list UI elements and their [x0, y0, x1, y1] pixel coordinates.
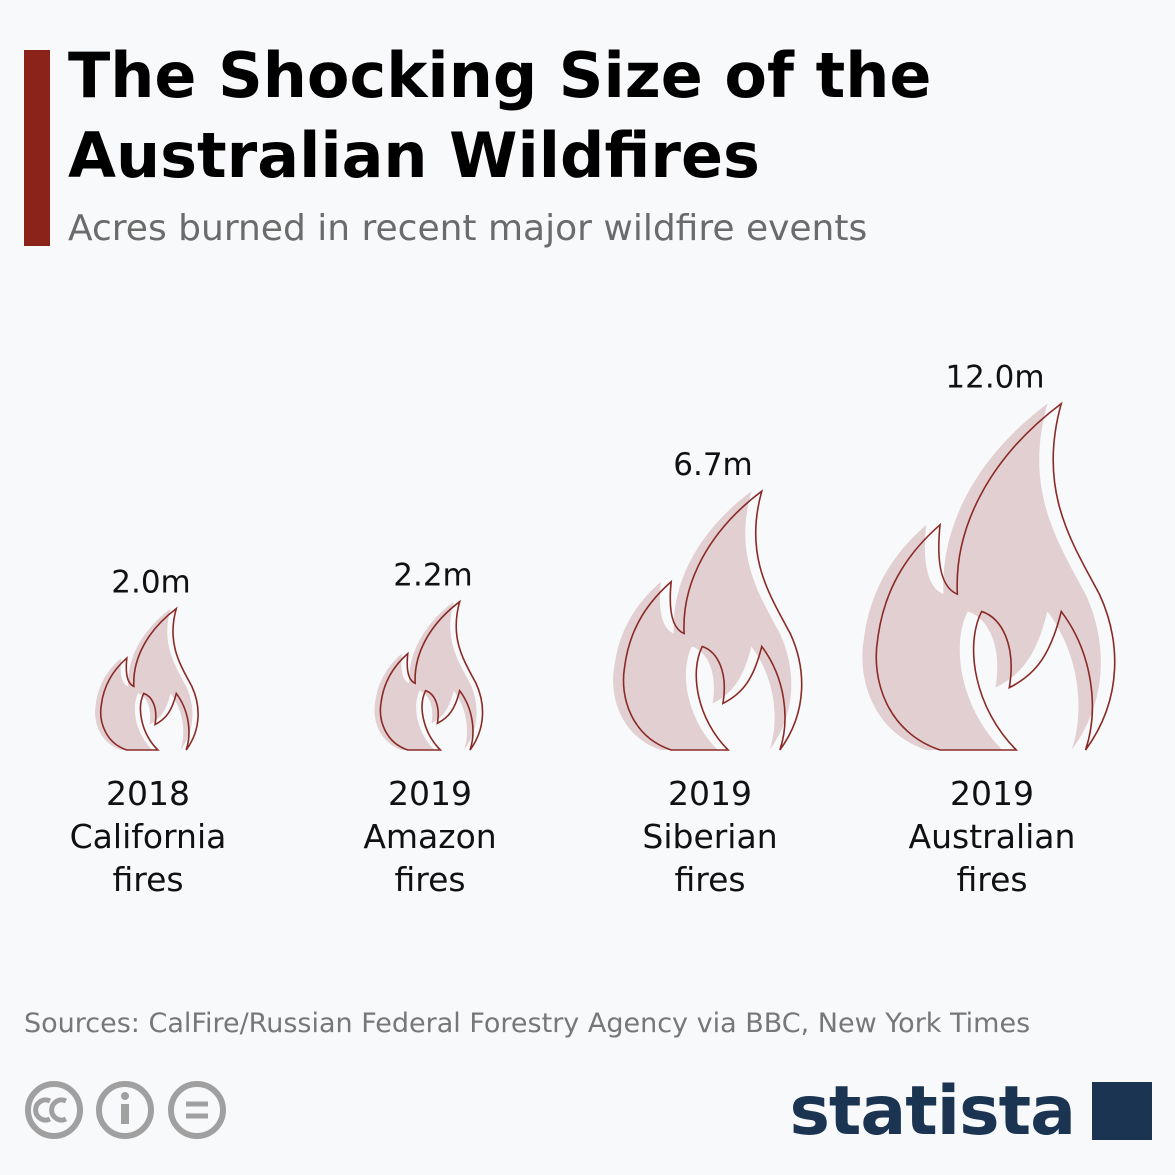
flame-outline [99, 606, 199, 751]
flame [862, 401, 1116, 751]
flame [374, 599, 484, 751]
category-label: 2019 Australian fires [908, 774, 1076, 899]
brand-icon [1092, 1082, 1152, 1140]
flame-shadow [374, 601, 477, 750]
chart-subtitle: Acres burned in recent major wildfire ev… [68, 208, 868, 249]
flame-shadow [862, 403, 1101, 750]
brand-logo: statista [789, 1072, 1076, 1151]
accent-bar [24, 50, 50, 246]
category-label: 2019 Amazon fires [363, 774, 497, 899]
flame-shadow [613, 491, 792, 750]
value-label: 6.7m [673, 447, 753, 483]
flame-outline [622, 489, 803, 751]
flame [95, 606, 199, 751]
source-note: Sources: CalFire/Russian Federal Forestr… [24, 1008, 1031, 1039]
value-label: 2.0m [111, 565, 191, 601]
license-icons [25, 1081, 226, 1139]
flame-outline [379, 599, 484, 751]
flame-shadow [95, 608, 193, 750]
chart-title: The Shocking Size of the Australian Wild… [68, 39, 932, 192]
flame-outline [875, 401, 1116, 751]
category-label: 2018 California fires [69, 774, 227, 899]
flame [613, 489, 803, 751]
value-label: 2.2m [393, 558, 473, 594]
value-label: 12.0m [945, 360, 1044, 396]
category-label: 2019 Siberian fires [642, 774, 778, 899]
